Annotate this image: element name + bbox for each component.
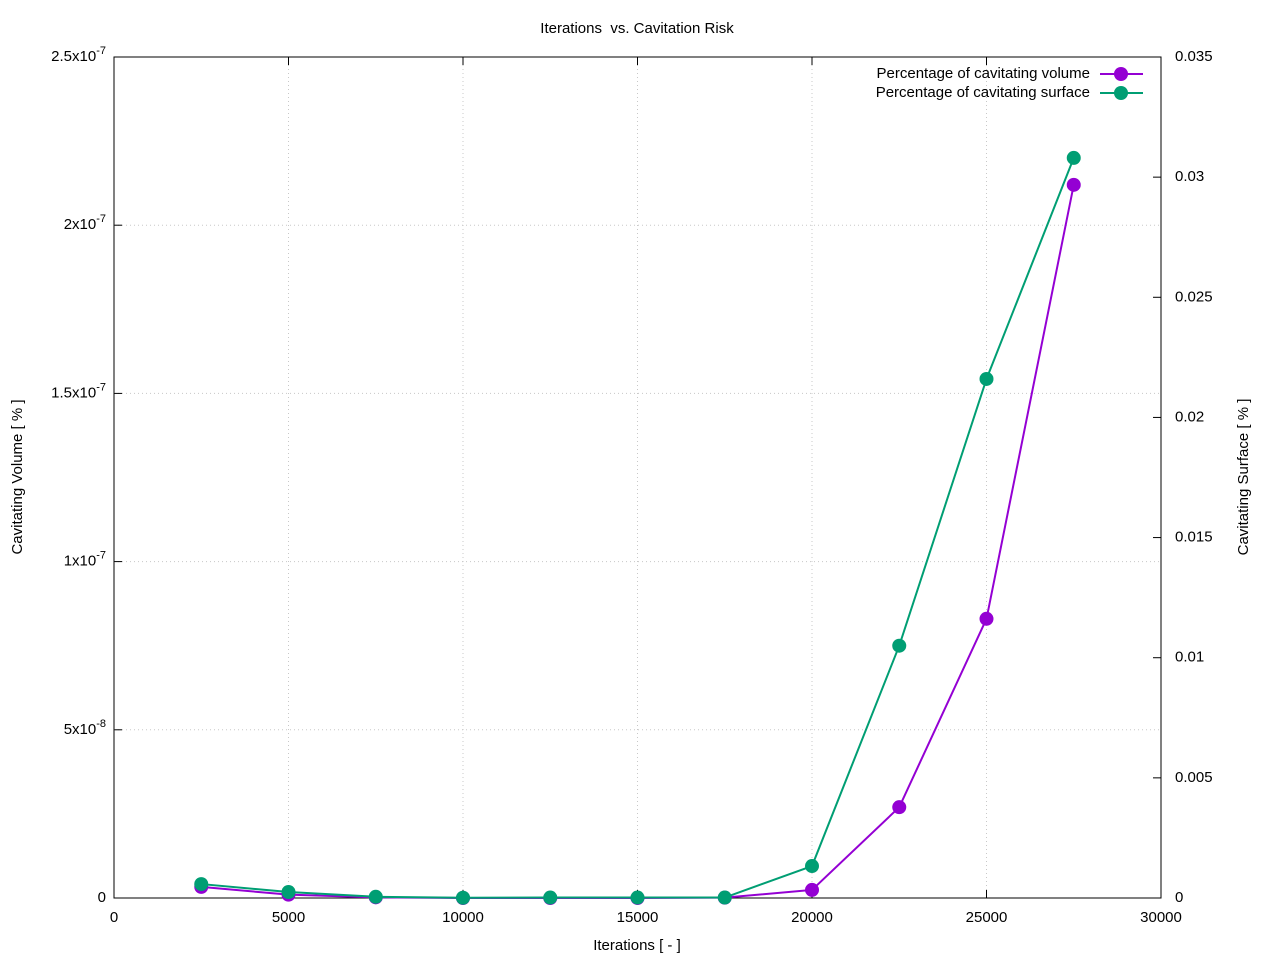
y2-tick-label: 0.015 [1175, 529, 1213, 546]
legend-label: Percentage of cavitating volume [877, 65, 1090, 82]
y2-tick-label: 0 [1175, 889, 1183, 906]
y-tick-label: 2x10-7 [64, 213, 106, 233]
y2-tick-label: 0.01 [1175, 649, 1204, 666]
x-tick-label: 10000 [442, 909, 484, 926]
y-tick-label: 2.5x10-7 [51, 45, 106, 65]
data-point [979, 611, 994, 626]
data-point [630, 890, 645, 905]
data-point [456, 890, 470, 905]
data-point [717, 890, 732, 905]
y2-tick-label: 0.035 [1175, 48, 1213, 65]
data-point [979, 371, 994, 386]
y-axis-label: Cavitating Volume [ % ] [9, 399, 26, 554]
data-point [543, 890, 558, 905]
x-tick-label: 20000 [791, 909, 833, 926]
x-tick-label: 0 [110, 909, 118, 926]
data-point [805, 859, 819, 874]
data-point [892, 800, 907, 815]
data-point [194, 877, 209, 892]
y-tick-label: 5x10-8 [64, 718, 106, 738]
legend-marker [1114, 86, 1128, 100]
y-tick-label: 1x10-7 [64, 550, 106, 570]
x-axis-label: Iterations [ - ] [593, 937, 681, 954]
x-tick-label: 5000 [272, 909, 305, 926]
series-line [201, 157, 1075, 899]
y-tick-label: 0 [98, 889, 106, 906]
data-point [805, 882, 819, 897]
x-tick-label: 15000 [617, 909, 659, 926]
data-point [281, 884, 296, 899]
legend-label: Percentage of cavitating surface [876, 84, 1090, 101]
data-point [368, 889, 383, 904]
y2-axis-label: Cavitating Surface [ % ] [1235, 399, 1252, 556]
x-tick-label: 25000 [966, 909, 1008, 926]
y-tick-label: 1.5x10-7 [51, 381, 106, 401]
y2-tick-label: 0.03 [1175, 168, 1204, 185]
legend-marker [1114, 67, 1128, 81]
y2-tick-label: 0.005 [1175, 769, 1213, 786]
y2-tick-label: 0.025 [1175, 288, 1213, 305]
data-point [892, 638, 907, 653]
data-point [1066, 177, 1081, 192]
x-tick-label: 30000 [1140, 909, 1182, 926]
data-point [1066, 150, 1081, 165]
y2-tick-label: 0.02 [1175, 408, 1204, 425]
chart-title: Iterations vs. Cavitation Risk [540, 20, 734, 37]
